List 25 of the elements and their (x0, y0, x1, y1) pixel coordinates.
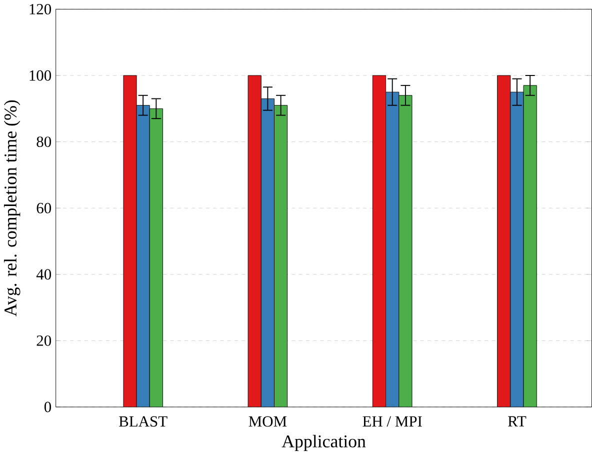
bar (149, 108, 163, 407)
y-tick-label: 120 (30, 4, 52, 14)
bar (386, 92, 400, 407)
y-tick-label: 0 (44, 402, 52, 412)
bar (274, 105, 288, 407)
y-tick-label: 40 (36, 269, 52, 280)
x-tick-label: BLAST (119, 416, 168, 427)
bar (372, 75, 386, 407)
y-tick-label: 60 (36, 202, 52, 214)
bar (510, 92, 524, 407)
y-axis-title: Avg. rel. completion time (%) (4, 100, 20, 316)
x-axis-title: Application (282, 434, 366, 452)
y-tick-label: 80 (36, 136, 52, 148)
bar (123, 75, 137, 407)
x-tick-label: EH / MPI (362, 416, 422, 427)
x-tick-label: MOM (248, 416, 287, 427)
bar (497, 75, 511, 407)
bar (398, 95, 412, 407)
bar (260, 98, 274, 407)
bar (523, 85, 537, 407)
y-tick-label: 20 (36, 335, 52, 346)
bar (248, 75, 262, 407)
y-tick-label: 100 (30, 70, 52, 81)
x-tick-label: RT (508, 416, 526, 426)
bar (136, 105, 150, 407)
